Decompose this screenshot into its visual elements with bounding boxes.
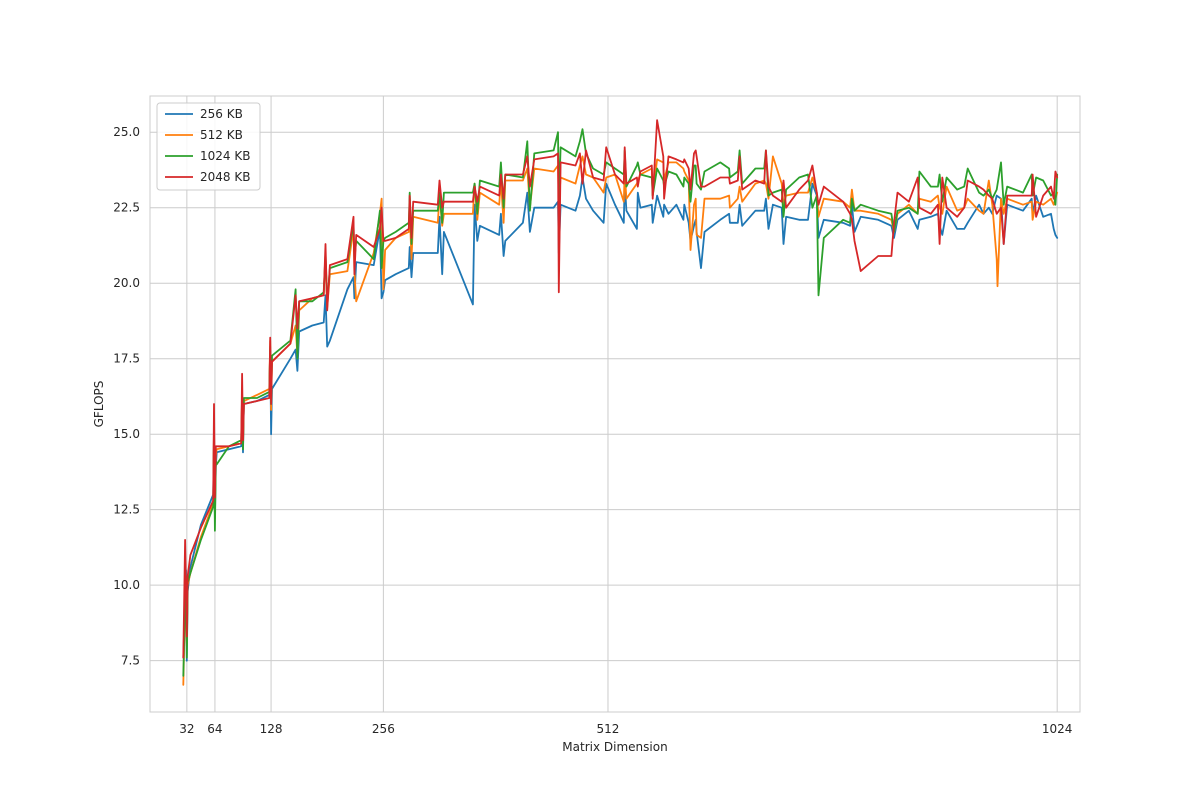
y-tick-label: 22.5 xyxy=(113,201,140,215)
legend-label-1: 256 KB xyxy=(200,107,243,121)
x-axis-label: Matrix Dimension xyxy=(562,740,667,754)
x-tick-label: 128 xyxy=(260,722,283,736)
y-tick-label: 7.5 xyxy=(121,654,140,668)
grid xyxy=(150,96,1080,712)
legend: 256 KB 512 KB 1024 KB 2048 KB xyxy=(156,102,261,191)
legend-box xyxy=(156,102,261,191)
y-tick-label: 12.5 xyxy=(113,503,140,517)
x-tick-label: 1024 xyxy=(1042,722,1073,736)
y-tick-label: 15.0 xyxy=(113,427,140,441)
x-tick-label: 512 xyxy=(597,722,620,736)
y-tick-label: 10.0 xyxy=(113,578,140,592)
series-layer xyxy=(182,119,1059,686)
y-tick-label: 20.0 xyxy=(113,276,140,290)
x-tick-label: 64 xyxy=(207,722,222,736)
tick-labels: 32 64 128 256 512 1024 7.5 10.0 12.5 15.0 17.5 20.0… xyxy=(113,125,1072,736)
series-line-1 xyxy=(182,176,1059,662)
y-tick-label: 17.5 xyxy=(113,352,140,366)
x-tick-label: 256 xyxy=(372,722,395,736)
legend-label-3: 1024 KB xyxy=(200,149,250,163)
series-line-4 xyxy=(182,119,1059,659)
plot-frame xyxy=(149,95,1081,713)
legend-label-2: 512 KB xyxy=(200,128,243,142)
plot-area xyxy=(150,96,1080,712)
legend-label-4: 2048 KB xyxy=(200,170,250,184)
y-tick-label: 25.0 xyxy=(113,125,140,139)
y-axis-label: GFLOPS xyxy=(92,381,106,428)
x-tick-label: 32 xyxy=(179,722,194,736)
